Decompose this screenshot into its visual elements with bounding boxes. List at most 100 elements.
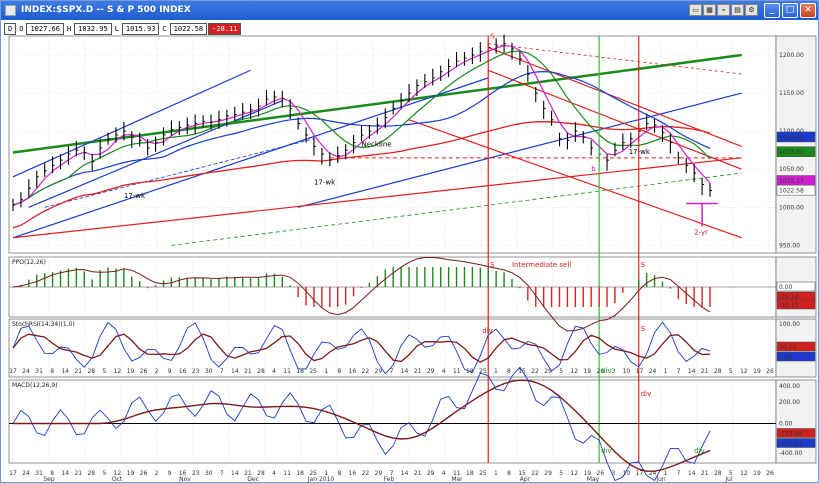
x-tick-label-mid: 5 (559, 368, 563, 375)
x-month-label: Jun (655, 476, 666, 483)
x-tick-label-mid: 22 (531, 368, 539, 375)
x-month-label: May (587, 476, 600, 483)
channel-blue-lower (12, 77, 489, 239)
x-tick-label: 29 (375, 470, 383, 477)
x-tick-label-mid: 25 (479, 368, 487, 375)
x-tick-label-mid: 30 (205, 368, 213, 375)
right-axis-MACD (775, 379, 817, 464)
x-tick-label: 5 (102, 470, 106, 477)
toolbar-grid-icon[interactable]: ▦ (703, 4, 716, 16)
x-tick-label: 5 (729, 470, 733, 477)
price-value-tag (776, 131, 816, 143)
macd-value-tag (776, 438, 816, 448)
x-tick-label: 4 (272, 470, 276, 477)
x-month-label: Oct (112, 476, 123, 483)
title-bar[interactable]: INDEX:$SPX.D -- S & P 500 INDEX ▭ ▦ ⌁ ▤ … (1, 1, 818, 20)
ppo-value-tag (776, 281, 816, 292)
x-month-label: Jan 2010 (307, 476, 335, 483)
quote-close-label: C (162, 25, 167, 33)
x-tick-label: 15 (518, 470, 526, 477)
stochrsi-anno-S: S (641, 325, 646, 333)
macd-axis-tick: 400.00 (779, 383, 800, 390)
toolbar-zoom-icon[interactable]: ▭ (689, 4, 702, 16)
x-tick-label: 18 (296, 470, 304, 477)
price-value-tag-text: 1092.42 (779, 134, 804, 141)
x-tick-label: 22 (531, 470, 539, 477)
price-axis-tick: 1200.00 (779, 52, 804, 59)
x-month-label: Apr (520, 476, 531, 483)
app-icon (5, 5, 16, 16)
x-tick-label-mid: 5 (102, 368, 106, 375)
x-tick-label: 28 (714, 470, 722, 477)
x-tick-label-mid: 1 (494, 368, 498, 375)
macd-axis-tick: 200.00 (779, 399, 800, 406)
x-tick-label: 8 (50, 470, 54, 477)
trend-line-red-dotted (488, 43, 742, 75)
x-tick-label-mid: 16 (349, 368, 357, 375)
x-tick-label-mid: 14 (231, 368, 239, 375)
x-tick-label: 24 (649, 470, 657, 477)
quote-close: 1022.58 (169, 23, 208, 35)
toolbar-settings-icon[interactable]: ⚙ (745, 4, 758, 16)
macd-value-tag-text: -533.07 (779, 441, 802, 448)
trend-line-red-down-2 (488, 69, 742, 170)
x-tick-label: 17 (636, 470, 644, 477)
x-tick-label-mid: 16 (179, 368, 187, 375)
x-tick-label: 30 (205, 470, 213, 477)
quote-open: 1027.66 (26, 23, 64, 35)
price-axis-tick: 950.00 (779, 242, 800, 249)
x-tick-label: 26 (597, 470, 605, 477)
minimize-button[interactable]: _ (764, 3, 780, 18)
x-tick-label-mid: 21 (74, 368, 82, 375)
anno-neckline: Neckline (362, 140, 392, 148)
ppo-anno-S-1: S (490, 261, 495, 269)
toolbar-print-icon[interactable]: ▤ (731, 4, 744, 16)
stochrsi-value-tag-text: 3.06 (779, 354, 793, 361)
x-tick-label: 16 (179, 470, 187, 477)
x-tick-label: 14 (61, 470, 69, 477)
macd-anno-div-1: div (601, 447, 612, 455)
macd-anno-div-3: div (694, 447, 705, 455)
macd-axis-tick: -400.00 (779, 450, 802, 457)
x-tick-label: 19 (753, 470, 761, 477)
x-tick-label: 8 (337, 470, 341, 477)
close-button[interactable]: ✕ (800, 3, 816, 18)
x-tick-label-mid: 5 (729, 368, 733, 375)
x-tick-label: 24 (22, 470, 30, 477)
x-month-label: Sep (43, 476, 55, 483)
quote-low-label: L (114, 25, 119, 33)
x-tick-label-mid: 17 (636, 368, 644, 375)
x-tick-label-mid: 25 (309, 368, 317, 375)
price-value-tag-text: 1022.58 (779, 188, 804, 195)
x-tick-label-mid: 28 (87, 368, 95, 375)
x-tick-label: 14 (688, 470, 696, 477)
stochrsi-axis-tick: 100.00 (779, 321, 800, 328)
x-tick-label: 25 (479, 470, 487, 477)
right-axis-price (775, 35, 817, 254)
x-tick-label-mid: 28 (257, 368, 265, 375)
x-tick-label: 1 (324, 470, 328, 477)
x-tick-label-mid: 1 (664, 368, 668, 375)
maximize-button[interactable]: □ (782, 3, 798, 18)
x-tick-label-mid: 17 (9, 368, 17, 375)
x-tick-label-mid: 14 (401, 368, 409, 375)
x-tick-label-mid: 19 (753, 368, 761, 375)
price-value-tag-text: 1073.01 (779, 149, 804, 156)
macd-value-tag-text: -333.98 (779, 431, 802, 438)
x-tick-label: 11 (453, 470, 461, 477)
x-tick-label: 4 (442, 470, 446, 477)
stochrsi-anno-div-2: div (601, 367, 612, 375)
macd-axis-tick: 0.00 (779, 421, 793, 428)
ppo-value-tag-text: 0.00 (779, 284, 793, 291)
ma-magenta (12, 44, 711, 206)
x-tick-label-mid: 19 (127, 368, 135, 375)
ma-blue (12, 70, 711, 206)
toolbar-draw-icon[interactable]: ⌁ (717, 4, 730, 16)
x-tick-label: 12 (740, 470, 748, 477)
x-tick-label-mid: 12 (570, 368, 578, 375)
x-tick-label: 29 (427, 470, 435, 477)
x-tick-label-mid: 21 (414, 368, 422, 375)
anno-17wk-3: 17-wk (629, 148, 651, 156)
x-tick-label: 9 (168, 470, 172, 477)
